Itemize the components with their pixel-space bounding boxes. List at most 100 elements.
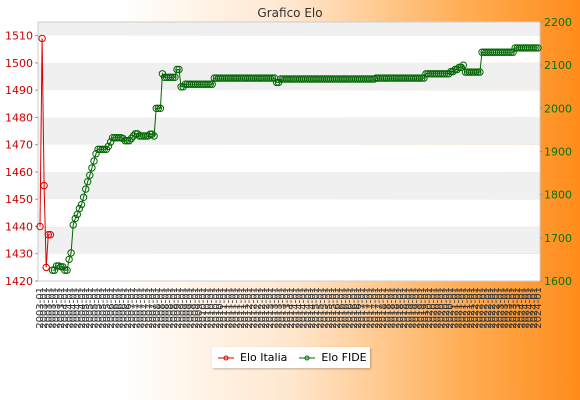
x-tick-label: 2016-01: [349, 287, 360, 329]
x-tick-label: 2018-01: [391, 287, 402, 329]
x-tick-label: 2004-01: [77, 287, 88, 329]
x-axis-labels: 2003-012003-012003-012003-012003-012003-…: [35, 287, 544, 329]
x-tick-label: 2005-01: [81, 287, 92, 329]
x-tick-label: 2009-01: [182, 287, 193, 329]
data-point: [150, 132, 158, 140]
x-tick-label: 2011-01: [228, 287, 239, 329]
x-tick-label: 2022-01: [470, 287, 481, 329]
data-point: [152, 104, 160, 113]
x-tick-label: 2024-01: [520, 287, 531, 329]
x-tick-label: 2022-01: [474, 287, 485, 329]
x-tick-label: 2011-01: [232, 287, 243, 329]
x-tick-label: 2019-01: [416, 287, 427, 329]
x-tick-label: 2012-01: [244, 287, 255, 329]
x-tick-label: 2005-01: [85, 287, 96, 329]
grid-band: [38, 253, 540, 281]
data-point: [121, 137, 129, 145]
x-tick-label: 2023-01: [512, 287, 523, 329]
x-tick-label: 2016-01: [353, 287, 364, 329]
x-tick-label: 2014-01: [307, 287, 318, 329]
y-right-tick-label: 2100: [544, 59, 572, 72]
x-tick-label: 2009-01: [190, 287, 201, 329]
y-left-tick-label: 1490: [5, 84, 33, 97]
y-left-tick-label: 1420: [5, 275, 33, 288]
x-tick-label: 2006-01: [110, 287, 121, 329]
x-tick-label: 2017-01: [374, 287, 385, 329]
x-tick-label: 2020-01: [433, 287, 444, 329]
chart-legend: Elo Italia Elo FIDE: [212, 347, 370, 368]
data-point: [92, 150, 100, 158]
data-point: [268, 74, 277, 82]
grid-band: [38, 171, 540, 200]
x-tick-label: 2013-01: [278, 287, 289, 329]
y-left-tick-label: 1460: [5, 166, 33, 179]
x-tick-label: 2017-01: [370, 287, 381, 329]
x-tick-label: 2006-01: [119, 287, 130, 329]
x-tick-label: 2004-01: [60, 287, 71, 329]
x-tick-label: 2011-01: [240, 287, 251, 329]
x-tick-label: 2017-01: [366, 287, 377, 329]
x-tick-label: 2003-01: [43, 287, 54, 329]
data-point: [459, 61, 467, 69]
x-tick-label: 2016-01: [336, 287, 347, 329]
y-right-tick-label: 1700: [544, 232, 572, 245]
x-tick-label: 2024-01: [516, 287, 527, 329]
x-tick-label: 2007-01: [148, 287, 159, 329]
data-point: [88, 164, 96, 172]
data-point: [50, 266, 59, 274]
x-tick-label: 2016-01: [345, 287, 356, 329]
data-point: [154, 104, 163, 113]
data-point: [530, 44, 538, 52]
data-point: [532, 44, 540, 52]
data-point: [65, 255, 73, 264]
data-point: [167, 73, 175, 82]
x-tick-label: 2008-01: [169, 287, 180, 329]
x-tick-label: 2010-01: [207, 287, 218, 329]
x-tick-label: 2024-01: [529, 287, 540, 329]
x-tick-label: 2019-01: [420, 287, 431, 329]
x-tick-label: 2009-01: [194, 287, 205, 329]
x-tick-label: 2020-01: [424, 287, 435, 329]
data-point: [90, 157, 98, 165]
x-tick-label: 2015-01: [320, 287, 331, 329]
data-point: [61, 266, 69, 274]
data-point: [266, 74, 274, 82]
x-tick-label: 2019-01: [412, 287, 423, 329]
x-tick-label: 2003-01: [39, 287, 50, 329]
x-tick-label: 2009-01: [186, 287, 197, 329]
y-right-tick-label: 2200: [544, 16, 572, 29]
data-point: [48, 266, 57, 274]
data-point: [449, 67, 457, 76]
legend-item-elo-fide: Elo FIDE: [299, 351, 367, 364]
y-right-tick-label: 1600: [544, 275, 572, 288]
data-point: [133, 130, 142, 138]
grid-band: [38, 226, 540, 254]
data-point: [472, 68, 480, 76]
x-tick-label: 2023-01: [504, 287, 515, 329]
x-tick-label: 2021-01: [449, 287, 460, 329]
data-point: [67, 249, 75, 257]
data-point: [104, 142, 113, 151]
x-tick-label: 2014-01: [295, 287, 306, 329]
x-tick-label: 2019-01: [403, 287, 414, 329]
x-tick-label: 2009-01: [177, 287, 188, 329]
data-point: [36, 222, 44, 231]
x-tick-label: 2008-01: [165, 287, 176, 329]
x-tick-label: 2018-01: [395, 287, 406, 329]
x-tick-label: 2014-01: [290, 287, 301, 329]
y-left-tick-label: 1470: [5, 139, 33, 152]
x-tick-label: 2005-01: [94, 287, 105, 329]
data-point: [443, 70, 451, 78]
data-point: [79, 193, 88, 202]
x-tick-label: 2007-01: [131, 287, 142, 329]
x-tick-label: 2016-01: [341, 287, 352, 329]
x-tick-label: 2004-01: [64, 287, 75, 329]
data-point: [474, 68, 482, 76]
data-point: [63, 266, 71, 274]
data-point: [440, 70, 449, 78]
x-tick-label: 2006-01: [115, 287, 126, 329]
data-point: [77, 200, 86, 209]
legend-label-elo-fide: Elo FIDE: [321, 351, 367, 364]
x-tick-label: 2017-01: [361, 287, 372, 329]
